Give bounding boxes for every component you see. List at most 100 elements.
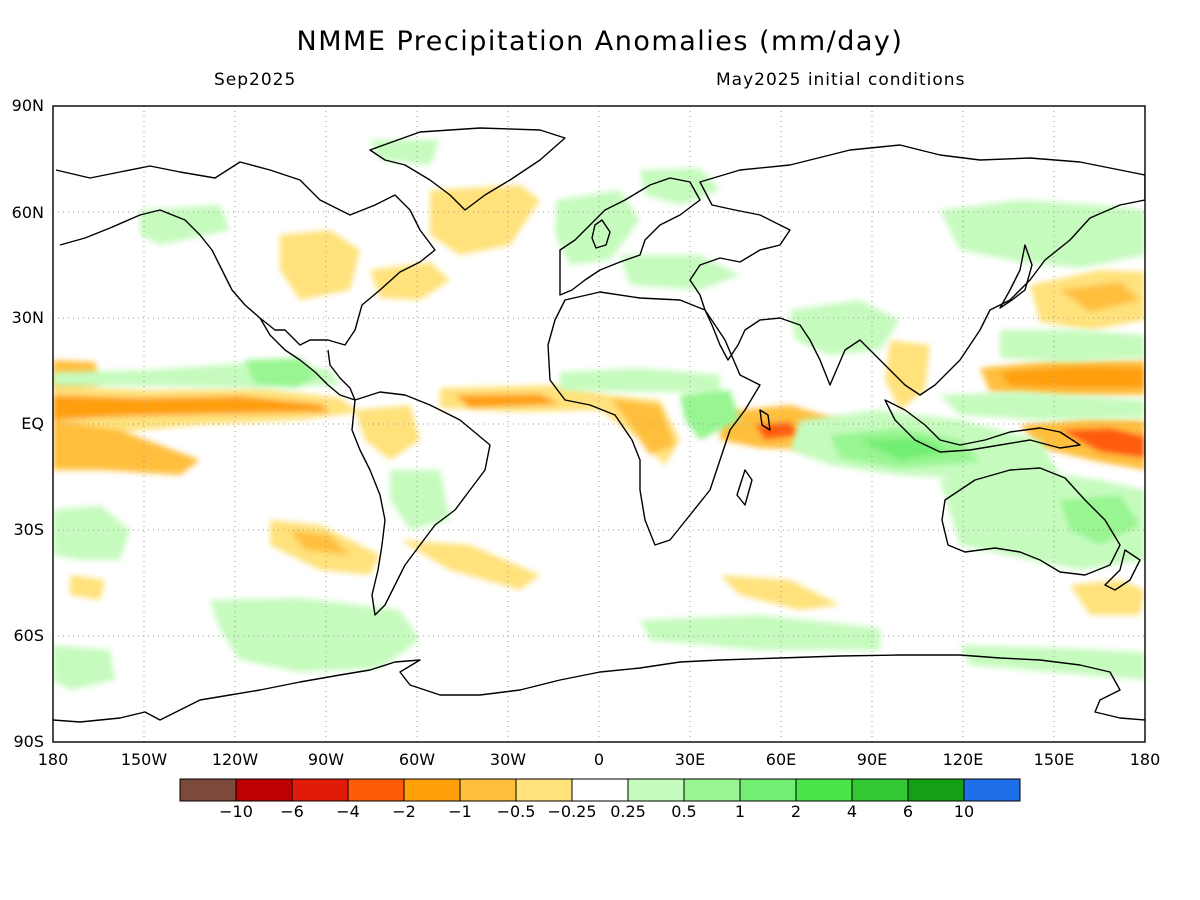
wet-anomaly-region (940, 392, 1145, 420)
map-title: NMME Precipitation Anomalies (mm/day) (296, 26, 904, 57)
dry-anomaly-region (1000, 366, 1145, 388)
colorbar-label: −0.5 (496, 802, 536, 821)
lat-label-60s: 60S (13, 626, 44, 645)
dry-anomaly-region (53, 395, 330, 420)
lon-label-150e: 150E (1033, 750, 1075, 769)
colorbar-swatch (963, 778, 1021, 802)
wet-anomaly-region (140, 205, 230, 245)
lon-label-30e: 30E (674, 750, 706, 769)
dry-anomaly-region (1070, 580, 1145, 615)
wet-anomaly-region (555, 190, 640, 265)
coast-europe (559, 177, 701, 296)
lon-label-120w: 120W (211, 750, 259, 769)
colorbar-swatch (795, 778, 853, 802)
coast-uk (591, 219, 611, 249)
wet-anomaly-region (1060, 495, 1140, 545)
dry-anomalies (53, 185, 1145, 615)
dry-anomaly-region (70, 575, 105, 600)
wet-anomaly-region (680, 390, 740, 440)
dry-anomaly-region (885, 340, 930, 410)
dry-anomaly-region (1060, 428, 1145, 458)
colorbar-swatch (739, 778, 797, 802)
colorbar-label: 10 (953, 802, 975, 821)
colorbar-swatch (851, 778, 909, 802)
coast-asia (689, 144, 1145, 396)
dry-anomaly-region (720, 575, 840, 610)
wet-anomaly-region (860, 438, 950, 460)
coast-north-america (55, 161, 436, 346)
colorbar-label: 1 (734, 802, 746, 821)
coast-africa (547, 291, 761, 546)
colorbar-label: −6 (280, 802, 304, 821)
colorbar-swatch (179, 778, 237, 802)
colorbar-swatch (571, 778, 629, 802)
colorbar-swatch (235, 778, 293, 802)
wet-anomaly-region (245, 358, 320, 388)
colorbar-label: −10 (219, 802, 253, 821)
coast-new-zealand (1104, 549, 1141, 591)
coast-japan (999, 244, 1033, 309)
wet-anomaly-region (620, 255, 740, 290)
lat-label-90n: 90N (11, 96, 44, 115)
lat-label-30n: 30N (11, 308, 44, 327)
wet-anomaly-region (53, 645, 115, 690)
colorbar-label: −4 (336, 802, 360, 821)
lon-label-150w: 150W (120, 750, 168, 769)
colorbar-swatch (347, 778, 405, 802)
colorbar-label: 6 (902, 802, 914, 821)
lon-label-60w: 60W (398, 750, 436, 769)
coast-australia (941, 467, 1121, 576)
dry-anomaly-region (53, 420, 200, 475)
forecast-month: Sep2025 (214, 70, 297, 90)
coast-madagascar (736, 469, 753, 506)
wet-anomaly-region (370, 140, 440, 165)
map-frame (52, 105, 1146, 743)
coastlines (53, 127, 1145, 723)
lon-label-90w: 90W (307, 750, 345, 769)
colorbar-swatch (291, 778, 349, 802)
colorbar-swatch (627, 778, 685, 802)
wet-anomaly-region (640, 168, 720, 205)
initial-conditions: May2025 initial conditions (716, 70, 966, 90)
colorbar-label: 2 (790, 802, 802, 821)
wet-anomaly-region (960, 645, 1145, 680)
colorbar-swatch (515, 778, 573, 802)
wet-anomaly-region (640, 615, 880, 650)
lat-label-eq: EQ (21, 414, 44, 433)
wet-anomaly-region (53, 505, 130, 560)
wet-anomaly-region (210, 598, 420, 672)
dry-anomaly-region (400, 540, 540, 590)
colorbar (179, 778, 1021, 802)
dry-anomaly-region (370, 262, 450, 300)
dry-anomaly-region (280, 230, 360, 300)
wet-anomaly-region (940, 470, 1145, 570)
coast-madagascar-2 (759, 409, 771, 431)
colorbar-label: 0.5 (671, 802, 697, 821)
colorbar-label: −0.25 (547, 802, 597, 821)
lon-label-180w: 180 (37, 750, 69, 769)
coast-indonesia (884, 399, 1081, 453)
dry-anomaly-region (355, 405, 420, 460)
wet-anomaly-region (560, 368, 720, 392)
colorbar-label: −2 (392, 802, 416, 821)
lon-label-30w: 30W (489, 750, 527, 769)
coast-greenland (369, 127, 566, 211)
dry-anomaly-region (1060, 282, 1140, 312)
lon-label-120e: 120E (942, 750, 984, 769)
lon-label-60e: 60E (765, 750, 797, 769)
coast-central-america (259, 317, 356, 401)
lon-label-90e: 90E (856, 750, 888, 769)
lon-label-0: 0 (593, 750, 605, 769)
coast-south-america (351, 391, 491, 616)
wet-anomaly-region (390, 470, 450, 530)
dry-anomaly-region (755, 422, 800, 440)
lat-label-60n: 60N (11, 203, 44, 222)
colorbar-label: −1 (448, 802, 472, 821)
lat-label-30s: 30S (13, 520, 44, 539)
colorbar-swatch (403, 778, 461, 802)
dry-anomaly-region (610, 398, 675, 455)
colorbar-label: 0.25 (610, 802, 646, 821)
lon-label-180e: 180 (1129, 750, 1161, 769)
colorbar-swatch (459, 778, 517, 802)
